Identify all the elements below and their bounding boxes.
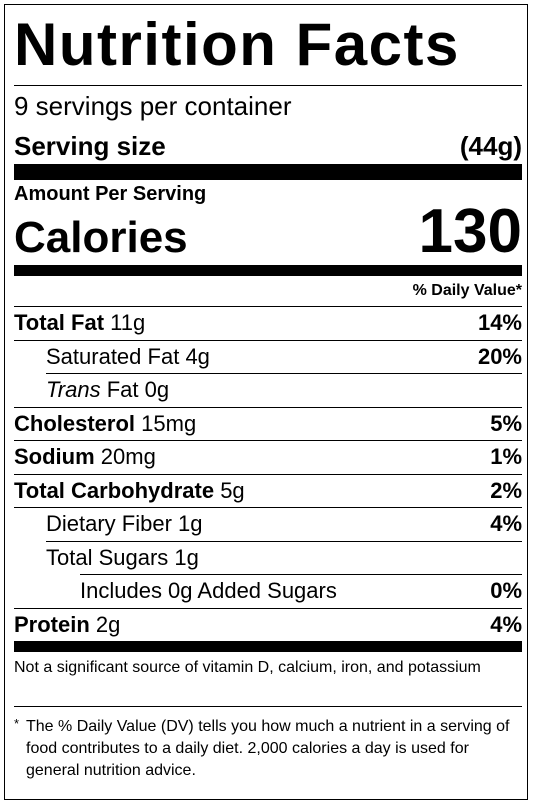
nutrient-name: Sodium — [14, 444, 95, 470]
footnote-text: The % Daily Value (DV) tells you how muc… — [26, 718, 510, 779]
daily-value-header: % Daily Value* — [412, 282, 522, 299]
nutrient-name: Cholesterol — [14, 410, 136, 436]
nutrient-row: Includes 0g Added Sugars 0% — [80, 574, 522, 608]
amount-per-serving: Amount Per Serving — [14, 183, 207, 205]
nutrient-row: Total Fat 11g 14% — [14, 306, 522, 340]
nutrient-name: Total Carbohydrate — [14, 477, 215, 503]
nutrient-amount: 1g — [178, 511, 203, 537]
footnote: * The % Daily Value (DV) tells you how m… — [14, 716, 522, 782]
rule — [14, 85, 522, 86]
nutrient-name: Protein — [14, 611, 90, 637]
serving-size-value: (44g) — [459, 131, 522, 161]
nutrient-amount: 4g — [185, 343, 210, 369]
footnote-mark: * — [14, 716, 20, 731]
nutrient-row: Sodium 20mg 1% — [14, 440, 522, 474]
thick-rule — [14, 641, 522, 652]
nutrient-dv: 0% — [490, 578, 522, 604]
nutrient-name: Total Sugars — [46, 544, 169, 570]
nutrient-amount: 15mg — [141, 410, 197, 436]
rule — [14, 706, 522, 707]
nutrient-amount: 1g — [174, 544, 199, 570]
nutrient-dv: 14% — [477, 310, 522, 336]
thick-rule — [14, 265, 522, 276]
label-border — [4, 4, 528, 800]
servings: 9 servings per container — [14, 91, 292, 121]
nutrient-dv: 20% — [477, 343, 522, 369]
nutrient-row: Trans Fat 0g — [46, 373, 522, 407]
nutrient-dv: 2% — [490, 477, 522, 503]
nutrient-dv: 5% — [490, 410, 522, 436]
title: Nutrition Facts — [14, 11, 460, 78]
nutrient-row: Protein 2g 4% — [14, 607, 522, 642]
nutrient-row: Total Carbohydrate 5g 2% — [14, 473, 522, 508]
calories-value: 130 — [418, 197, 522, 266]
nutrient-row: Total Sugars 1g — [46, 540, 522, 575]
nutrient-name: Includes 0g Added Sugars — [80, 578, 337, 604]
nutrient-name: Fat — [106, 377, 139, 403]
nutrient-amount: 0g — [144, 377, 170, 403]
nutrient-dv: 4% — [490, 511, 522, 537]
nutrient-amount: 2g — [95, 611, 121, 637]
nutrient-amount: 5g — [220, 477, 245, 503]
vitamin-note: Not a significant source of vitamin D, c… — [14, 659, 481, 676]
nutrient-name-prefix: Trans — [46, 377, 101, 403]
nutrient-row: Cholesterol 15mg 5% — [14, 406, 522, 441]
thick-rule — [14, 164, 522, 180]
nutrient-name: Saturated Fat — [46, 343, 180, 369]
serving-size: Serving size (44g) — [14, 130, 522, 162]
serving-size-label: Serving size — [14, 131, 166, 161]
nutrient-dv: 4% — [490, 611, 522, 637]
nutrient-amount: 20mg — [100, 444, 156, 470]
nutrient-row: Saturated Fat 4g 20% — [14, 339, 522, 374]
nutrient-amount: 11g — [110, 310, 146, 336]
nutrient-name: Total Fat — [14, 310, 105, 336]
nutrient-name: Dietary Fiber — [46, 511, 172, 537]
calories: Calories 130 — [14, 196, 522, 267]
nutrient-row: Dietary Fiber 1g 4% — [14, 507, 522, 541]
calories-label: Calories — [14, 213, 188, 262]
nutrient-dv: 1% — [490, 444, 522, 470]
